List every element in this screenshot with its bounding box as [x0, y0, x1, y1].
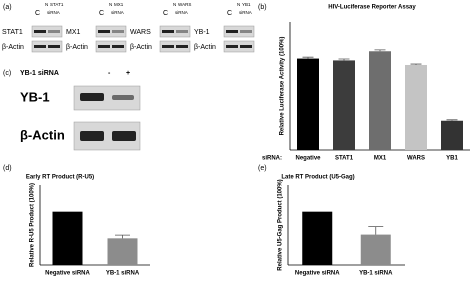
blot-label: MX1 — [66, 29, 81, 36]
bar — [369, 51, 391, 150]
band — [176, 30, 188, 33]
band — [34, 30, 46, 33]
blot — [159, 40, 191, 53]
blot — [95, 25, 127, 38]
x-tick-label: Negative siRNA — [45, 271, 90, 277]
y-axis-label: Relative R-U5 Product (100%) — [30, 183, 36, 267]
chart-title: HIV-Luciferase Reporter Assay — [328, 5, 416, 11]
error-bar — [374, 49, 386, 52]
band — [80, 93, 104, 101]
x-tick-label: Negative siRNA — [295, 271, 340, 277]
lane-label: siRNA — [111, 10, 124, 15]
y-axis-label: Relative U5-Gag Product (100%) — [278, 179, 284, 270]
lane-label: C — [35, 10, 40, 17]
bar — [107, 238, 138, 265]
y-axis-label: Relative Luciferase Activity (100%) — [280, 37, 286, 136]
blot-label: β-Actin — [20, 127, 65, 142]
band — [80, 131, 104, 141]
lane-label: N — [173, 2, 176, 7]
lane-label: STAT1 — [50, 2, 64, 7]
lane-label: C — [227, 10, 232, 17]
treatment-label: YB-1 siRNA — [20, 70, 59, 77]
band — [112, 131, 136, 141]
lane-label: N — [109, 2, 112, 7]
lane-label: siRNA — [239, 10, 252, 15]
x-tick-label: Negative — [295, 156, 321, 162]
band — [98, 45, 110, 48]
blot-label: β-Actin — [194, 44, 216, 51]
lane-label: C — [163, 10, 168, 17]
panel-label: (d) — [3, 165, 12, 172]
band — [34, 45, 46, 48]
band — [176, 45, 188, 48]
blot-label: YB-1 — [194, 29, 210, 36]
panel-label: (c) — [3, 70, 11, 77]
chart-title: Early RT Product (R-U5) — [26, 175, 94, 181]
blot-label: WARS — [130, 29, 151, 36]
blot — [31, 25, 63, 38]
band — [112, 95, 134, 100]
panel-label: (e) — [258, 165, 267, 172]
band — [162, 45, 174, 48]
band — [112, 30, 124, 33]
bar — [441, 120, 463, 150]
band — [98, 30, 110, 33]
minus-label: - — [108, 70, 111, 77]
bar — [302, 211, 333, 265]
lane-label: YB1 — [242, 2, 251, 7]
panel-label: (a) — [3, 4, 12, 11]
x-tick-label: WARS — [407, 156, 425, 162]
band — [240, 45, 252, 48]
band — [226, 45, 238, 48]
bar — [405, 64, 427, 150]
band — [240, 30, 252, 33]
x-tick-label: YB1 — [446, 156, 458, 162]
blot-label: β-Actin — [2, 44, 24, 51]
band — [48, 45, 60, 48]
x-tick-label: MX1 — [374, 156, 387, 162]
blot — [95, 40, 127, 53]
blot — [223, 40, 255, 53]
x-tick-label: YB-1 siRNA — [106, 271, 140, 277]
error-bar — [446, 119, 458, 121]
blot — [31, 40, 63, 53]
band — [48, 30, 60, 33]
lane-label: WARS — [178, 2, 191, 7]
x-tick-label: STAT1 — [335, 156, 354, 162]
lane-label: N — [45, 2, 48, 7]
panel-label: (b) — [258, 4, 267, 11]
band — [226, 30, 238, 33]
bar — [297, 58, 319, 151]
error-bar — [302, 56, 314, 59]
blot-label: STAT1 — [2, 29, 23, 36]
plus-label: + — [126, 70, 130, 77]
bar — [333, 60, 355, 150]
band — [112, 45, 124, 48]
chart-title: Late RT Product (U5-Gag) — [281, 175, 354, 181]
error-bar — [338, 58, 350, 61]
error-bar — [368, 226, 384, 235]
lane-label: siRNA — [175, 10, 188, 15]
error-bar — [410, 63, 422, 65]
x-tick-label: YB-1 siRNA — [359, 271, 393, 277]
blot — [223, 25, 255, 38]
blot — [159, 25, 191, 38]
bar — [52, 211, 83, 265]
bar — [360, 234, 391, 265]
lane-label: N — [237, 2, 240, 7]
x-prefix: siRNA: — [262, 156, 282, 162]
error-bar — [115, 234, 130, 239]
lane-label: C — [99, 10, 104, 17]
blot-label: YB-1 — [20, 89, 50, 104]
blot-label: β-Actin — [130, 44, 152, 51]
band — [162, 30, 174, 33]
blot-label: β-Actin — [66, 44, 88, 51]
lane-label: siRNA — [47, 10, 60, 15]
lane-label: MX1 — [114, 2, 124, 7]
